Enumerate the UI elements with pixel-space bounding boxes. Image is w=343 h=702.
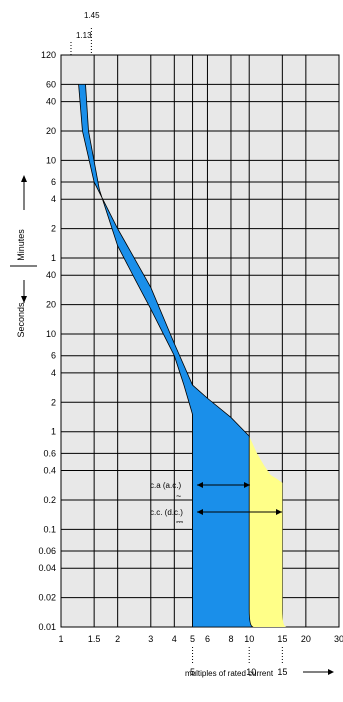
top-marker-label-0: 1.13 [76,31,92,40]
y-tick-label-min-6: 4 [51,194,56,204]
y-tick-label-min-0: 120 [41,50,56,60]
annotation-ac-symbol: ~ [176,491,181,501]
annotations: c.a (a.c.)~ c.c. (d.c.)⎓ [150,481,282,527]
x-tick-label-4: 4 [172,634,177,644]
y-axis-label-minutes: Minutes [16,229,26,261]
x-tick-label-5: 5 [190,634,195,644]
y-tick-label-sec-12: 0.04 [38,563,56,573]
y-tick-label-sec-0: 40 [46,270,56,280]
y-tick-label-sec-9: 0.2 [43,495,56,505]
y-tick-label-sec-14: 0.01 [38,622,56,632]
x-tick-label-7: 8 [228,634,233,644]
x-tick-label-1: 1.5 [88,634,101,644]
ac-arrow-head-right [244,482,250,488]
y-tick-label-min-3: 20 [46,126,56,136]
dc-arrow-head-left [197,509,203,515]
x-tick-label-2: 2 [115,634,120,644]
y-axis-label-seconds: Seconds [16,302,26,338]
y-tick-label-min-8: 1 [51,253,56,263]
x-tick-label-10: 20 [301,634,311,644]
y-tick-label-min-7: 2 [51,224,56,234]
grid-lines [60,54,340,628]
y-tick-label-sec-4: 4 [51,368,56,378]
x-tick-label-6: 6 [205,634,210,644]
bottom-marker-label-0: 5 [190,667,195,677]
annotation-dc-symbol: ⎓ [176,517,183,527]
blue-zone-ac [78,83,254,628]
x-tick-label-9: 15 [277,634,287,644]
y-tick-label-sec-7: 0.6 [43,448,56,458]
y-tick-label-sec-6: 1 [51,427,56,437]
top-marker-label-1: 1.45 [84,11,100,20]
y-tick-label-min-5: 6 [51,177,56,187]
marker-lines: 1.13 1.45 5 10 15 [70,11,287,677]
y-tick-label-sec-3: 6 [51,351,56,361]
y-tick-label-min-1: 60 [46,79,56,89]
x-axis-label: multiples of rated current [185,669,274,678]
ac-arrow-head-left [197,482,203,488]
x-tick-label-0: 1 [58,634,63,644]
y-tick-label-min-4: 10 [46,155,56,165]
yellow-zone-dc [249,436,287,627]
y-tick-label-sec-8: 0.4 [43,466,56,476]
y-tick-label-sec-5: 2 [51,397,56,407]
trip-zones [78,83,287,628]
annotation-ac: c.a (a.c.) [150,481,181,490]
y-tick-label-sec-10: 0.1 [43,524,56,534]
y-tick-label-sec-11: 0.06 [38,546,56,556]
axis-tick-labels: 1 1.5 2 3 4 5 6 8 10 15 20 301206040201064214020106… [38,50,343,644]
arrow-up-minutes-head [21,175,27,182]
y-tick-label-sec-2: 10 [46,329,56,339]
x-axis-arrow-head [328,669,334,675]
bottom-marker-label-1: 10 [246,667,256,677]
y-tick-label-sec-13: 0.02 [38,593,56,603]
arrow-down-seconds-head [21,296,27,303]
y-tick-label-sec-1: 20 [46,300,56,310]
dc-arrow-head-right [276,509,282,515]
x-tick-label-3: 3 [148,634,153,644]
x-tick-label-8: 10 [244,634,254,644]
x-tick-label-11: 30 [334,634,343,644]
bottom-marker-label-2: 15 [277,667,287,677]
annotation-dc: c.c. (d.c.) [150,508,183,517]
y-tick-label-min-2: 40 [46,97,56,107]
